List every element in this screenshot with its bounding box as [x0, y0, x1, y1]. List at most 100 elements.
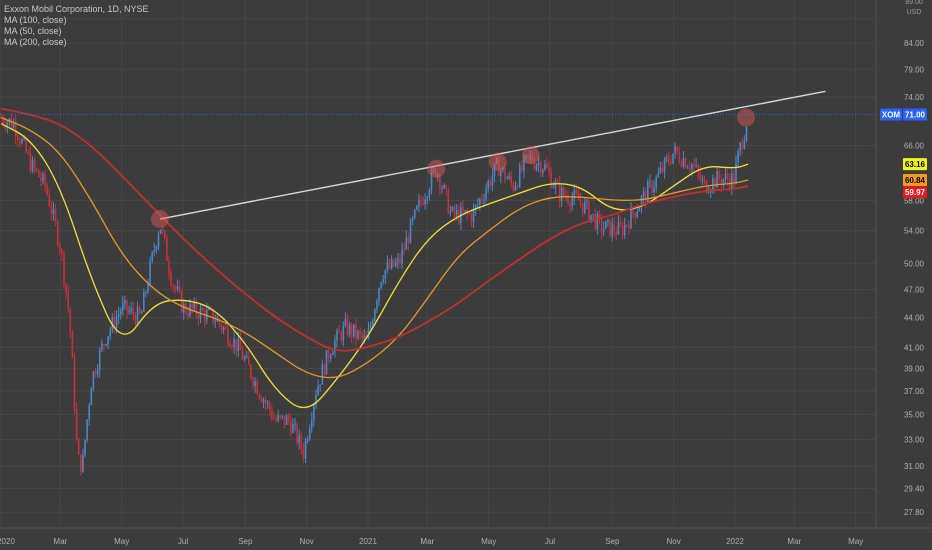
candle-body	[596, 214, 599, 230]
candle-body	[344, 319, 347, 326]
candle-body	[424, 199, 427, 205]
candle-body	[287, 416, 290, 421]
time-tick-label: Sep	[238, 537, 253, 546]
candle-body	[445, 184, 448, 190]
candle-body	[600, 218, 603, 232]
candle-body	[382, 279, 385, 283]
candle-body	[92, 371, 95, 389]
candle-body	[348, 324, 351, 335]
candle-body	[161, 229, 164, 232]
time-tick-label: Mar	[787, 537, 801, 546]
candle-body	[697, 165, 700, 173]
candle-body	[109, 329, 112, 337]
candle-body	[542, 169, 544, 174]
touch-point-marker	[150, 210, 169, 229]
candle-body	[626, 224, 628, 226]
candle-body	[191, 304, 193, 309]
indicator-ma100[interactable]: MA (100, close)	[4, 15, 67, 25]
candle-body	[609, 219, 611, 237]
ma200-badge-bg	[903, 186, 927, 199]
candle-body	[243, 357, 246, 360]
touch-point-marker	[488, 152, 507, 171]
candle-body	[248, 355, 250, 366]
candle-body	[292, 424, 294, 433]
price-tick-label: 58.00	[904, 196, 925, 205]
candle-body	[25, 138, 28, 152]
candle-body	[44, 173, 46, 186]
candle-body	[63, 253, 65, 284]
candle-body	[82, 454, 84, 472]
indicator-ma200[interactable]: MA (200, close)	[4, 37, 67, 47]
candle-body	[663, 158, 666, 172]
candle-body	[132, 307, 135, 315]
candle-body	[422, 202, 424, 205]
candle-body	[468, 213, 471, 215]
candle-body	[338, 330, 340, 334]
candle-body	[222, 327, 225, 331]
candle-body	[428, 190, 431, 198]
candle-body	[17, 136, 19, 140]
candle-body	[281, 415, 284, 417]
candle-body	[411, 218, 414, 221]
candle-body	[722, 179, 725, 185]
candle-body	[277, 415, 280, 421]
candle-body	[535, 164, 538, 169]
candle-body	[105, 344, 107, 346]
candle-body	[514, 185, 517, 190]
candle-body	[336, 330, 338, 341]
time-tick-label: Jul	[178, 537, 188, 546]
ma200-line	[0, 107, 749, 352]
candle-body	[680, 162, 683, 167]
candle-body	[346, 319, 349, 335]
candle-body	[269, 402, 271, 411]
time-tick-label: Jul	[545, 537, 555, 546]
time-tick-label: 2021	[359, 537, 377, 546]
indicator-ma50[interactable]: MA (50, close)	[4, 26, 62, 36]
candle-body	[693, 164, 695, 166]
candle-body	[376, 301, 378, 310]
candle-body	[602, 228, 605, 232]
candle-body	[115, 317, 118, 329]
candle-body	[586, 201, 588, 203]
candle-body	[386, 262, 389, 271]
candle-body	[518, 165, 521, 187]
price-tick-label: 79.00	[904, 65, 925, 74]
candle-body	[220, 324, 223, 331]
candle-body	[80, 454, 82, 472]
price-tick-label: 66.00	[904, 142, 925, 151]
candle-body	[735, 162, 737, 184]
candle-body	[65, 283, 67, 292]
candle-body	[195, 302, 198, 315]
candle-body	[653, 186, 655, 193]
candle-body	[172, 285, 175, 287]
candle-body	[483, 199, 485, 201]
candle-body	[523, 157, 525, 171]
candle-body	[611, 223, 613, 237]
ma100-badge-bg	[903, 174, 927, 187]
candle-body	[638, 207, 641, 212]
candle-body	[380, 282, 382, 289]
candle-body	[731, 173, 733, 189]
candle-body	[124, 300, 126, 304]
candle-body	[571, 198, 574, 207]
candle-body	[170, 273, 172, 286]
candle-body	[35, 168, 38, 171]
candle-body	[315, 395, 317, 405]
price-tick-label: 84.00	[904, 39, 925, 48]
candle-body	[401, 249, 403, 264]
candle-body	[672, 153, 674, 164]
candle-body	[19, 139, 21, 144]
candle-body	[166, 237, 168, 261]
candle-body	[304, 440, 307, 459]
candle-body	[462, 207, 464, 212]
candle-body	[340, 333, 343, 341]
candle-body	[374, 309, 376, 321]
candle-body	[46, 185, 49, 195]
candle-body	[647, 182, 649, 202]
candle-body	[149, 260, 151, 285]
candle-body	[502, 167, 504, 170]
candle-body	[689, 167, 691, 170]
candle-body	[101, 344, 103, 350]
